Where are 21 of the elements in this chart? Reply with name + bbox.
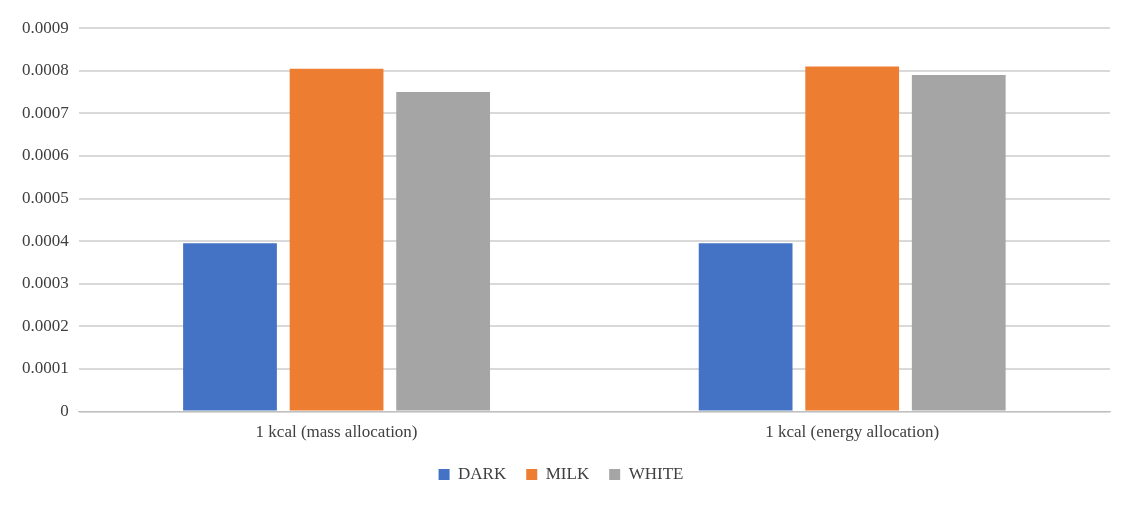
legend-label: DARK bbox=[458, 463, 507, 483]
bar bbox=[183, 243, 277, 411]
y-tick-label: 0.0008 bbox=[22, 60, 69, 80]
y-tick-label: 0.0005 bbox=[22, 188, 69, 208]
y-tick-label: 0.0001 bbox=[22, 358, 69, 378]
bar bbox=[911, 75, 1006, 411]
legend-label: MILK bbox=[545, 463, 590, 483]
y-tick-label: 0 bbox=[60, 401, 69, 421]
legend-label: WHITE bbox=[628, 463, 684, 483]
x-tick-label: 1 kcal (energy allocation) bbox=[765, 422, 940, 442]
y-tick-label: 0.0006 bbox=[22, 145, 69, 165]
bar bbox=[396, 92, 491, 411]
bar bbox=[289, 68, 384, 411]
y-tick-label: 0.0009 bbox=[22, 17, 69, 37]
y-tick-label: 0.0002 bbox=[22, 315, 69, 335]
y-tick-label: 0.0007 bbox=[22, 102, 70, 122]
y-tick-label: 0.0003 bbox=[22, 273, 69, 293]
bar bbox=[698, 243, 793, 411]
y-tick-label: 0.0004 bbox=[22, 230, 70, 250]
x-tick-label: 1 kcal (mass allocation) bbox=[255, 422, 418, 442]
bar bbox=[805, 66, 900, 411]
